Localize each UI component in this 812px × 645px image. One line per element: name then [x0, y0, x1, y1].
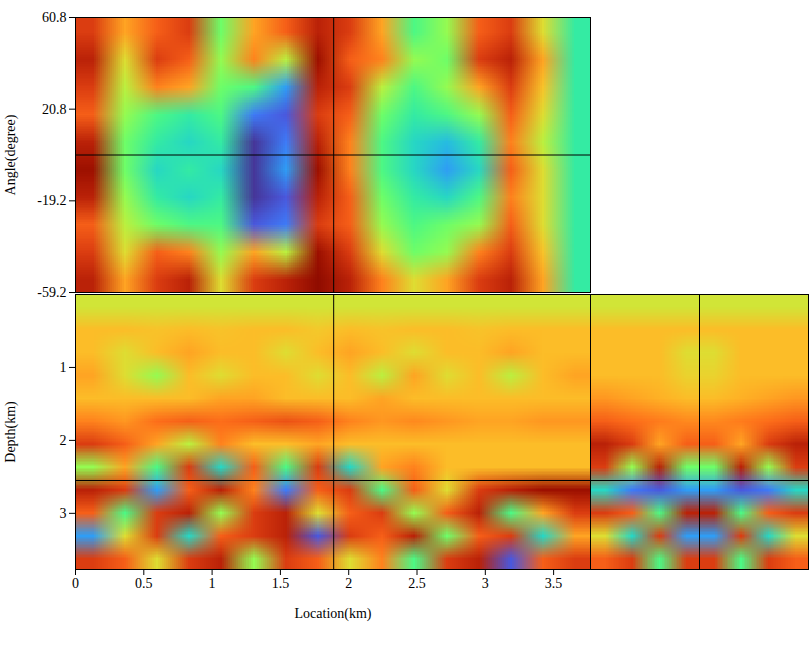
svg-text:0.5: 0.5 [135, 576, 153, 591]
svg-text:2: 2 [345, 576, 352, 591]
svg-text:Angle(degree): Angle(degree) [3, 114, 19, 195]
svg-text:20.8: 20.8 [42, 102, 67, 117]
svg-text:1.5: 1.5 [272, 576, 290, 591]
svg-text:-59.2: -59.2 [37, 285, 66, 300]
svg-text:3: 3 [482, 576, 489, 591]
svg-text:Location(km): Location(km) [295, 606, 372, 622]
svg-text:2: 2 [60, 433, 67, 448]
svg-text:1: 1 [209, 576, 216, 591]
svg-text:3: 3 [60, 506, 67, 521]
svg-text:60.8: 60.8 [42, 10, 67, 25]
svg-text:-19.2: -19.2 [37, 193, 66, 208]
svg-text:1: 1 [60, 360, 67, 375]
svg-text:0: 0 [72, 576, 79, 591]
svg-text:2.5: 2.5 [408, 576, 426, 591]
svg-text:3.5: 3.5 [545, 576, 563, 591]
svg-text:Depth(km): Depth(km) [3, 401, 19, 463]
